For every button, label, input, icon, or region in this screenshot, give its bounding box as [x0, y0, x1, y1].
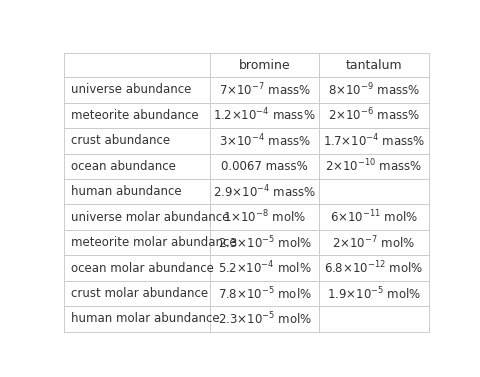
Text: $5.2{\times}10^{-4}$ mol%: $5.2{\times}10^{-4}$ mol% [217, 260, 311, 276]
Text: $7.8{\times}10^{-5}$ mol%: $7.8{\times}10^{-5}$ mol% [217, 285, 311, 302]
Text: $6.8{\times}10^{-12}$ mol%: $6.8{\times}10^{-12}$ mol% [324, 260, 423, 276]
Bar [319, 153, 428, 179]
Text: $2.9{\times}10^{-4}$ mass%: $2.9{\times}10^{-4}$ mass% [213, 183, 316, 200]
Text: $1.7{\times}10^{-4}$ mass%: $1.7{\times}10^{-4}$ mass% [322, 132, 424, 149]
Bar [319, 179, 428, 204]
Bar [319, 77, 428, 103]
Bar [64, 306, 210, 332]
Text: meteorite molar abundance: meteorite molar abundance [71, 236, 236, 249]
Text: $2{\times}10^{-6}$ mass%: $2{\times}10^{-6}$ mass% [327, 107, 419, 124]
Bar [319, 204, 428, 230]
Text: $2.3{\times}10^{-5}$ mol%: $2.3{\times}10^{-5}$ mol% [217, 234, 311, 251]
Bar [64, 153, 210, 179]
Bar [319, 281, 428, 306]
Text: ocean abundance: ocean abundance [71, 160, 175, 173]
Bar [64, 77, 210, 103]
Text: 0.0067 mass%: 0.0067 mass% [221, 160, 308, 173]
Text: $7{\times}10^{-7}$ mass%: $7{\times}10^{-7}$ mass% [218, 81, 310, 98]
Text: $1{\times}10^{-8}$ mol%: $1{\times}10^{-8}$ mol% [223, 209, 306, 225]
Bar [210, 306, 319, 332]
Text: $3{\times}10^{-4}$ mass%: $3{\times}10^{-4}$ mass% [218, 132, 310, 149]
Text: human abundance: human abundance [71, 185, 181, 198]
Text: $2{\times}10^{-10}$ mass%: $2{\times}10^{-10}$ mass% [324, 158, 422, 175]
Bar [64, 255, 210, 281]
Text: bromine: bromine [239, 58, 290, 72]
Bar [210, 255, 319, 281]
Text: tantalum: tantalum [345, 58, 401, 72]
Bar [210, 128, 319, 153]
Bar [210, 230, 319, 255]
Text: $1.9{\times}10^{-5}$ mol%: $1.9{\times}10^{-5}$ mol% [326, 285, 420, 302]
Text: $6{\times}10^{-11}$ mol%: $6{\times}10^{-11}$ mol% [329, 209, 417, 225]
Bar [64, 179, 210, 204]
Bar [64, 204, 210, 230]
Bar [319, 230, 428, 255]
Bar [210, 281, 319, 306]
Bar [210, 53, 319, 77]
Bar [64, 281, 210, 306]
Bar [64, 53, 210, 77]
Bar [319, 255, 428, 281]
Text: human molar abundance: human molar abundance [71, 313, 219, 325]
Text: meteorite abundance: meteorite abundance [71, 109, 198, 122]
Bar [210, 204, 319, 230]
Text: crust molar abundance: crust molar abundance [71, 287, 207, 300]
Text: $1.2{\times}10^{-4}$ mass%: $1.2{\times}10^{-4}$ mass% [213, 107, 315, 124]
Bar [319, 103, 428, 128]
Bar [319, 53, 428, 77]
Text: $8{\times}10^{-9}$ mass%: $8{\times}10^{-9}$ mass% [327, 81, 419, 98]
Text: crust abundance: crust abundance [71, 134, 169, 147]
Bar [210, 77, 319, 103]
Bar [210, 153, 319, 179]
Bar [319, 128, 428, 153]
Bar [210, 103, 319, 128]
Text: $2.3{\times}10^{-5}$ mol%: $2.3{\times}10^{-5}$ mol% [217, 311, 311, 327]
Text: universe molar abundance: universe molar abundance [71, 211, 228, 224]
Bar [64, 103, 210, 128]
Bar [64, 230, 210, 255]
Text: ocean molar abundance: ocean molar abundance [71, 262, 213, 274]
Text: $2{\times}10^{-7}$ mol%: $2{\times}10^{-7}$ mol% [332, 234, 415, 251]
Text: universe abundance: universe abundance [71, 83, 191, 97]
Bar [319, 306, 428, 332]
Bar [64, 128, 210, 153]
Bar [210, 179, 319, 204]
